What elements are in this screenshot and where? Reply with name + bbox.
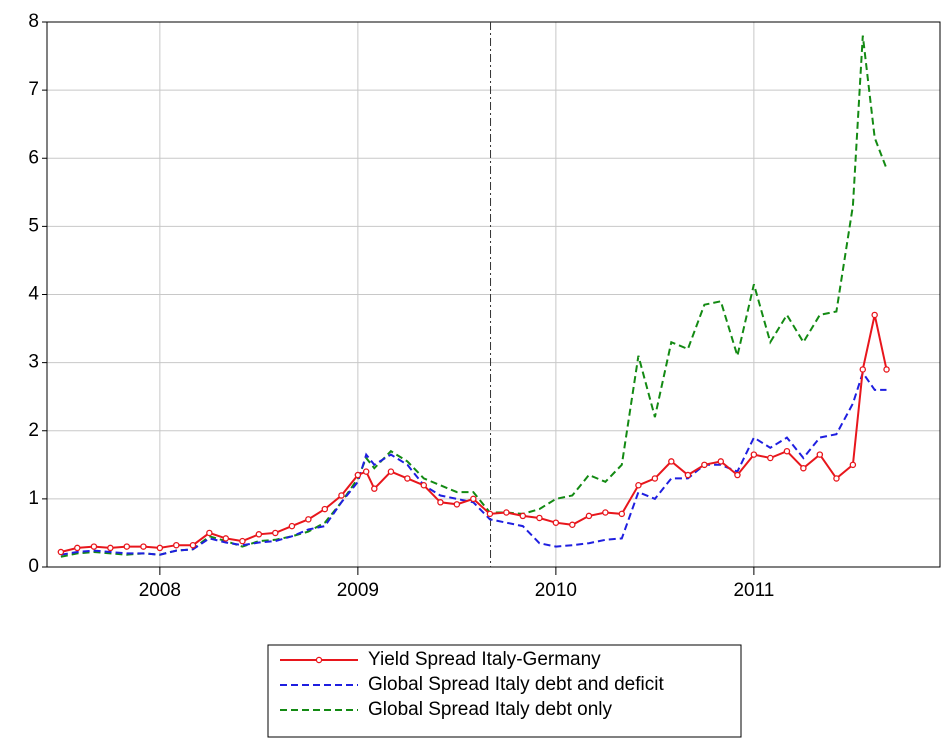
series-marker — [123, 543, 131, 550]
series-marker — [833, 475, 840, 482]
series-marker — [255, 531, 263, 538]
series-marker — [206, 529, 213, 537]
plot-frame — [46, 21, 941, 568]
series-marker — [189, 541, 197, 549]
y-tick-label: 3 — [28, 352, 39, 373]
series-marker — [371, 485, 378, 492]
y-tick-label: 8 — [28, 11, 39, 32]
y-tick-label: 4 — [28, 284, 39, 305]
series-marker — [536, 514, 543, 522]
y-tick-label: 7 — [28, 79, 39, 100]
x-tick-label: 2009 — [337, 580, 379, 601]
series-marker — [701, 461, 708, 469]
series-marker — [800, 464, 807, 472]
series-marker — [57, 548, 65, 556]
series-marker — [90, 543, 98, 550]
series-marker — [354, 471, 362, 479]
series-marker — [602, 509, 609, 516]
series-marker — [239, 537, 246, 545]
series-marker — [585, 512, 593, 520]
series-line — [60, 370, 887, 556]
y-tick-label: 0 — [28, 556, 39, 577]
series-marker — [74, 544, 81, 552]
series-marker — [734, 471, 741, 479]
y-tick-label: 6 — [28, 147, 39, 168]
legend-label: Global Spread Italy debt only — [368, 699, 612, 720]
series-marker — [305, 516, 312, 523]
series-marker — [849, 461, 857, 469]
x-tick-label: 2010 — [535, 580, 577, 601]
series-marker — [783, 447, 791, 455]
y-tick-label: 2 — [28, 420, 39, 441]
series-marker — [362, 468, 370, 475]
series-marker — [717, 458, 725, 465]
series-marker — [651, 475, 659, 482]
legend-label: Yield Spread Italy-Germany — [368, 649, 601, 670]
series-marker — [437, 499, 444, 506]
series-marker — [338, 492, 345, 499]
series-marker — [453, 501, 461, 508]
series-marker — [272, 529, 279, 537]
series-marker — [156, 544, 164, 552]
legend-label: Global Spread Italy debt and deficit — [368, 674, 664, 695]
series-marker — [387, 468, 395, 475]
y-tick-label: 5 — [28, 215, 39, 236]
series-line — [60, 35, 888, 558]
series-marker — [288, 522, 296, 530]
series-marker — [767, 454, 774, 462]
series-marker — [222, 535, 230, 542]
series-marker — [668, 458, 675, 465]
series-marker — [552, 519, 560, 526]
series-marker — [486, 510, 494, 518]
y-tick-label: 1 — [28, 488, 39, 509]
series-marker — [871, 311, 878, 319]
series-marker — [404, 475, 411, 482]
x-tick-label: 2008 — [139, 580, 181, 601]
series-marker — [140, 543, 147, 550]
series-marker — [107, 544, 114, 552]
series-marker — [883, 366, 890, 373]
series-marker — [503, 509, 510, 516]
series-marker — [750, 451, 758, 458]
series-marker — [173, 541, 180, 549]
series-marker — [684, 471, 692, 479]
series-marker — [859, 366, 867, 373]
series-marker — [618, 510, 626, 518]
x-tick-label: 2011 — [733, 580, 774, 601]
series-marker — [321, 505, 329, 513]
series-marker — [420, 481, 428, 489]
series-marker — [816, 451, 824, 458]
series-line — [60, 314, 888, 553]
legend-marker — [315, 656, 323, 664]
series-marker — [470, 495, 477, 503]
series-marker — [569, 521, 576, 529]
series-marker — [635, 481, 642, 489]
series-marker — [519, 512, 527, 520]
